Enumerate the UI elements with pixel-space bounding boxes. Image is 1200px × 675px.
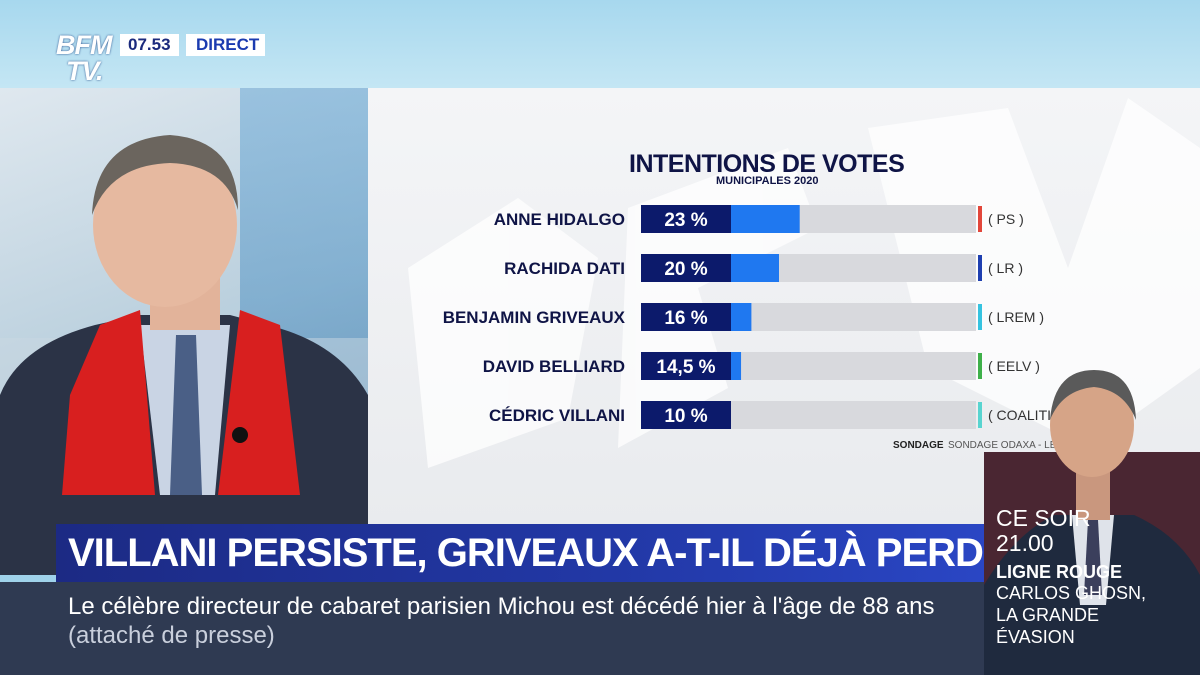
party-color-marker	[978, 206, 982, 232]
party-label: ( LR )	[988, 260, 1023, 276]
presenter-silhouette	[0, 135, 368, 575]
value-label: 14,5 %	[656, 357, 715, 378]
promo-show-name: LIGNE ROUGE	[996, 562, 1123, 582]
news-ticker: Le célèbre directeur de cabaret parisien…	[68, 592, 968, 650]
party-color-marker	[978, 255, 982, 281]
value-label: 10 %	[664, 406, 707, 427]
candidate-name: DAVID BELLIARD	[483, 357, 625, 376]
value-label-box	[641, 205, 731, 233]
source-name: SONDAGE ODAXA - LE FIGARO	[948, 440, 1098, 451]
value-label: 16 %	[664, 308, 707, 329]
chart-subtitle: MUNICIPALES 2020	[716, 175, 819, 187]
clock: 07.53	[120, 34, 179, 56]
logo-line-1: BFM	[56, 30, 112, 60]
party-label: ( PS )	[988, 211, 1024, 227]
ticker-text: Le célèbre directeur de cabaret parisien…	[68, 593, 935, 620]
source-label: SONDAGE	[893, 440, 944, 451]
promo-time-label: CE SOIR	[996, 505, 1091, 531]
value-label: 20 %	[664, 259, 707, 280]
value-label-box	[641, 303, 731, 331]
channel-logo: BFM TV.	[56, 32, 118, 86]
value-label-box	[641, 254, 731, 282]
candidate-name: BENJAMIN GRIVEAUX	[443, 308, 626, 327]
ticker-source: (attaché de presse)	[68, 622, 275, 649]
live-label: DIRECT	[186, 34, 266, 56]
party-color-marker	[978, 402, 982, 428]
value-label: 23 %	[664, 210, 707, 231]
promo-time: 21.00	[996, 530, 1054, 556]
chart-title: INTENTIONS DE VOTES	[629, 150, 905, 178]
promo-title-line-2: LA GRANDE	[996, 605, 1100, 625]
headline-bar	[56, 524, 984, 582]
party-color-marker	[978, 304, 982, 330]
promo-title-line-1: CARLOS GHOSN,	[996, 583, 1147, 603]
party-label: ( EELV )	[988, 358, 1040, 374]
ticker-background	[0, 582, 984, 675]
value-label-box	[641, 352, 731, 380]
value-label-box	[641, 401, 731, 429]
candidate-name: RACHIDA DATI	[504, 259, 625, 278]
candidate-name: ANNE HIDALGO	[494, 210, 625, 229]
party-label: ( LREM )	[988, 309, 1044, 325]
headline: VILLANI PERSISTE, GRIVEAUX A-T-IL DÉJÀ P…	[68, 531, 1045, 575]
promo-title-line-3: ÉVASION	[996, 627, 1075, 647]
logo-line-2: TV.	[66, 56, 104, 86]
candidate-name: CÉDRIC VILLANI	[489, 406, 625, 425]
party-color-marker	[978, 353, 982, 379]
promo-photo	[984, 370, 1200, 675]
sky-background	[0, 0, 1200, 88]
